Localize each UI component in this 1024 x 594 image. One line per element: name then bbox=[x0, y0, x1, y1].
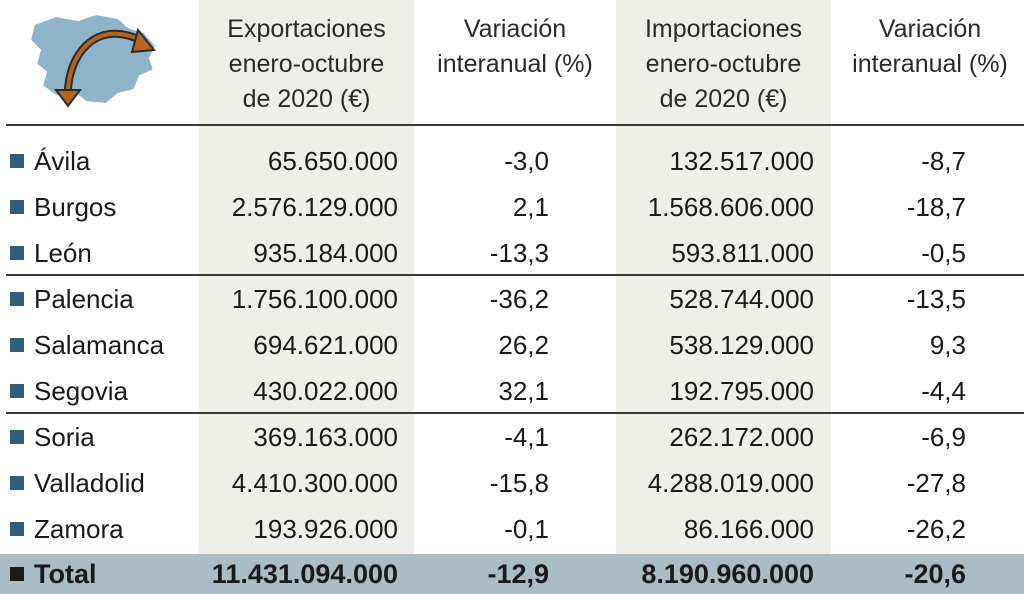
header-imports: Importaciones enero-octubre de 2020 (€) bbox=[644, 15, 803, 113]
var-exports-value: -0,1 bbox=[504, 514, 549, 544]
castilla-y-leon-map-icon bbox=[28, 12, 158, 108]
var-exports-value: -3,0 bbox=[504, 146, 549, 176]
bullet-square-icon bbox=[10, 154, 24, 168]
exports-column-shade bbox=[199, 0, 414, 576]
var-imports-value: -6,9 bbox=[921, 422, 966, 452]
var-imports-value: -26,2 bbox=[906, 514, 966, 544]
province-name: León bbox=[10, 230, 92, 276]
header-exports: Exportaciones enero-octubre de 2020 (€) bbox=[227, 15, 386, 113]
province-name: Burgos bbox=[10, 184, 116, 230]
table-header: Exportaciones enero-octubre de 2020 (€) Va… bbox=[0, 0, 1024, 122]
total-imports: 8.190.960.000 bbox=[641, 559, 814, 589]
province-name: Zamora bbox=[10, 506, 124, 552]
table-row: León 935.184.000 -13,3 593.811.000 -0,5 bbox=[0, 230, 1024, 276]
bullet-square-icon bbox=[10, 292, 24, 306]
imports-value: 192.795.000 bbox=[669, 376, 814, 406]
divider bbox=[6, 412, 1024, 414]
header-var-imports: Variación interanual (%) bbox=[852, 15, 1008, 78]
exports-value: 1.756.100.000 bbox=[231, 284, 398, 314]
exports-value: 430.022.000 bbox=[253, 376, 398, 406]
divider bbox=[6, 274, 1024, 276]
exports-value: 65.650.000 bbox=[267, 146, 398, 176]
var-exports-value: -15,8 bbox=[489, 468, 549, 498]
var-imports-value: -13,5 bbox=[906, 284, 966, 314]
exports-value: 369.163.000 bbox=[253, 422, 398, 452]
province-name: Ávila bbox=[10, 138, 90, 184]
table-row: Burgos 2.576.129.000 2,1 1.568.606.000 -18,7 bbox=[0, 184, 1024, 230]
table-row: Palencia 1.756.100.000 -36,2 528.744.000 -13… bbox=[0, 276, 1024, 322]
bullet-square-icon bbox=[10, 522, 24, 536]
var-imports-value: -4,4 bbox=[921, 376, 966, 406]
bullet-square-icon bbox=[10, 430, 24, 444]
var-exports-value: 2,1 bbox=[512, 192, 549, 222]
imports-value: 262.172.000 bbox=[669, 422, 814, 452]
divider bbox=[6, 124, 1024, 126]
bullet-square-icon bbox=[10, 338, 24, 352]
table-body: Ávila 65.650.000 -3,0 132.517.000 -8,7 Burgos… bbox=[0, 138, 1024, 552]
total-label: Total bbox=[10, 554, 97, 594]
var-imports-value: -27,8 bbox=[906, 468, 966, 498]
var-exports-value: 26,2 bbox=[498, 330, 549, 360]
table-row: Segovia 430.022.000 32,1 192.795.000 -4,4 bbox=[0, 368, 1024, 414]
var-imports-value: -18,7 bbox=[906, 192, 966, 222]
province-name: Valladolid bbox=[10, 460, 145, 506]
imports-value: 528.744.000 bbox=[669, 284, 814, 314]
imports-value: 593.811.000 bbox=[671, 238, 814, 268]
province-name: Salamanca bbox=[10, 322, 164, 368]
total-var-imports: -20,6 bbox=[904, 559, 966, 589]
table-row: Zamora 193.926.000 -0,1 86.166.000 -26,2 bbox=[0, 506, 1024, 552]
header-var-exports: Variación interanual (%) bbox=[437, 15, 593, 78]
bullet-square-icon bbox=[10, 384, 24, 398]
total-var-exports: -12,9 bbox=[487, 559, 549, 589]
bullet-square-icon bbox=[10, 567, 24, 581]
bullet-square-icon bbox=[10, 476, 24, 490]
exports-value: 2.576.129.000 bbox=[231, 192, 398, 222]
table-row: Salamanca 694.621.000 26,2 538.129.000 9,3 bbox=[0, 322, 1024, 368]
var-imports-value: -0,5 bbox=[921, 238, 966, 268]
total-row: Total 11.431.094.000 -12,9 8.190.960.000… bbox=[0, 554, 1024, 594]
exports-value: 935.184.000 bbox=[253, 238, 398, 268]
exports-value: 4.410.300.000 bbox=[231, 468, 398, 498]
exports-value: 193.926.000 bbox=[253, 514, 398, 544]
table-row: Valladolid 4.410.300.000 -15,8 4.288.019.00… bbox=[0, 460, 1024, 506]
var-imports-value: -8,7 bbox=[921, 146, 966, 176]
bullet-square-icon bbox=[10, 200, 24, 214]
var-exports-value: -4,1 bbox=[504, 422, 549, 452]
imports-value: 538.129.000 bbox=[669, 330, 814, 360]
total-exports: 11.431.094.000 bbox=[211, 559, 398, 589]
table-row: Soria 369.163.000 -4,1 262.172.000 -6,9 bbox=[0, 414, 1024, 460]
table-row: Ávila 65.650.000 -3,0 132.517.000 -8,7 bbox=[0, 138, 1024, 184]
imports-value: 1.568.606.000 bbox=[647, 192, 814, 222]
var-exports-value: -36,2 bbox=[489, 284, 549, 314]
province-name: Palencia bbox=[10, 276, 134, 322]
var-exports-value: 32,1 bbox=[498, 376, 549, 406]
exports-value: 694.621.000 bbox=[253, 330, 398, 360]
province-name: Segovia bbox=[10, 368, 128, 414]
province-name: Soria bbox=[10, 414, 95, 460]
imports-value: 132.517.000 bbox=[669, 146, 814, 176]
imports-value: 86.166.000 bbox=[683, 514, 814, 544]
imports-column-shade bbox=[616, 0, 831, 576]
bullet-square-icon bbox=[10, 246, 24, 260]
var-imports-value: 9,3 bbox=[929, 330, 966, 360]
imports-value: 4.288.019.000 bbox=[647, 468, 814, 498]
var-exports-value: -13,3 bbox=[489, 238, 549, 268]
